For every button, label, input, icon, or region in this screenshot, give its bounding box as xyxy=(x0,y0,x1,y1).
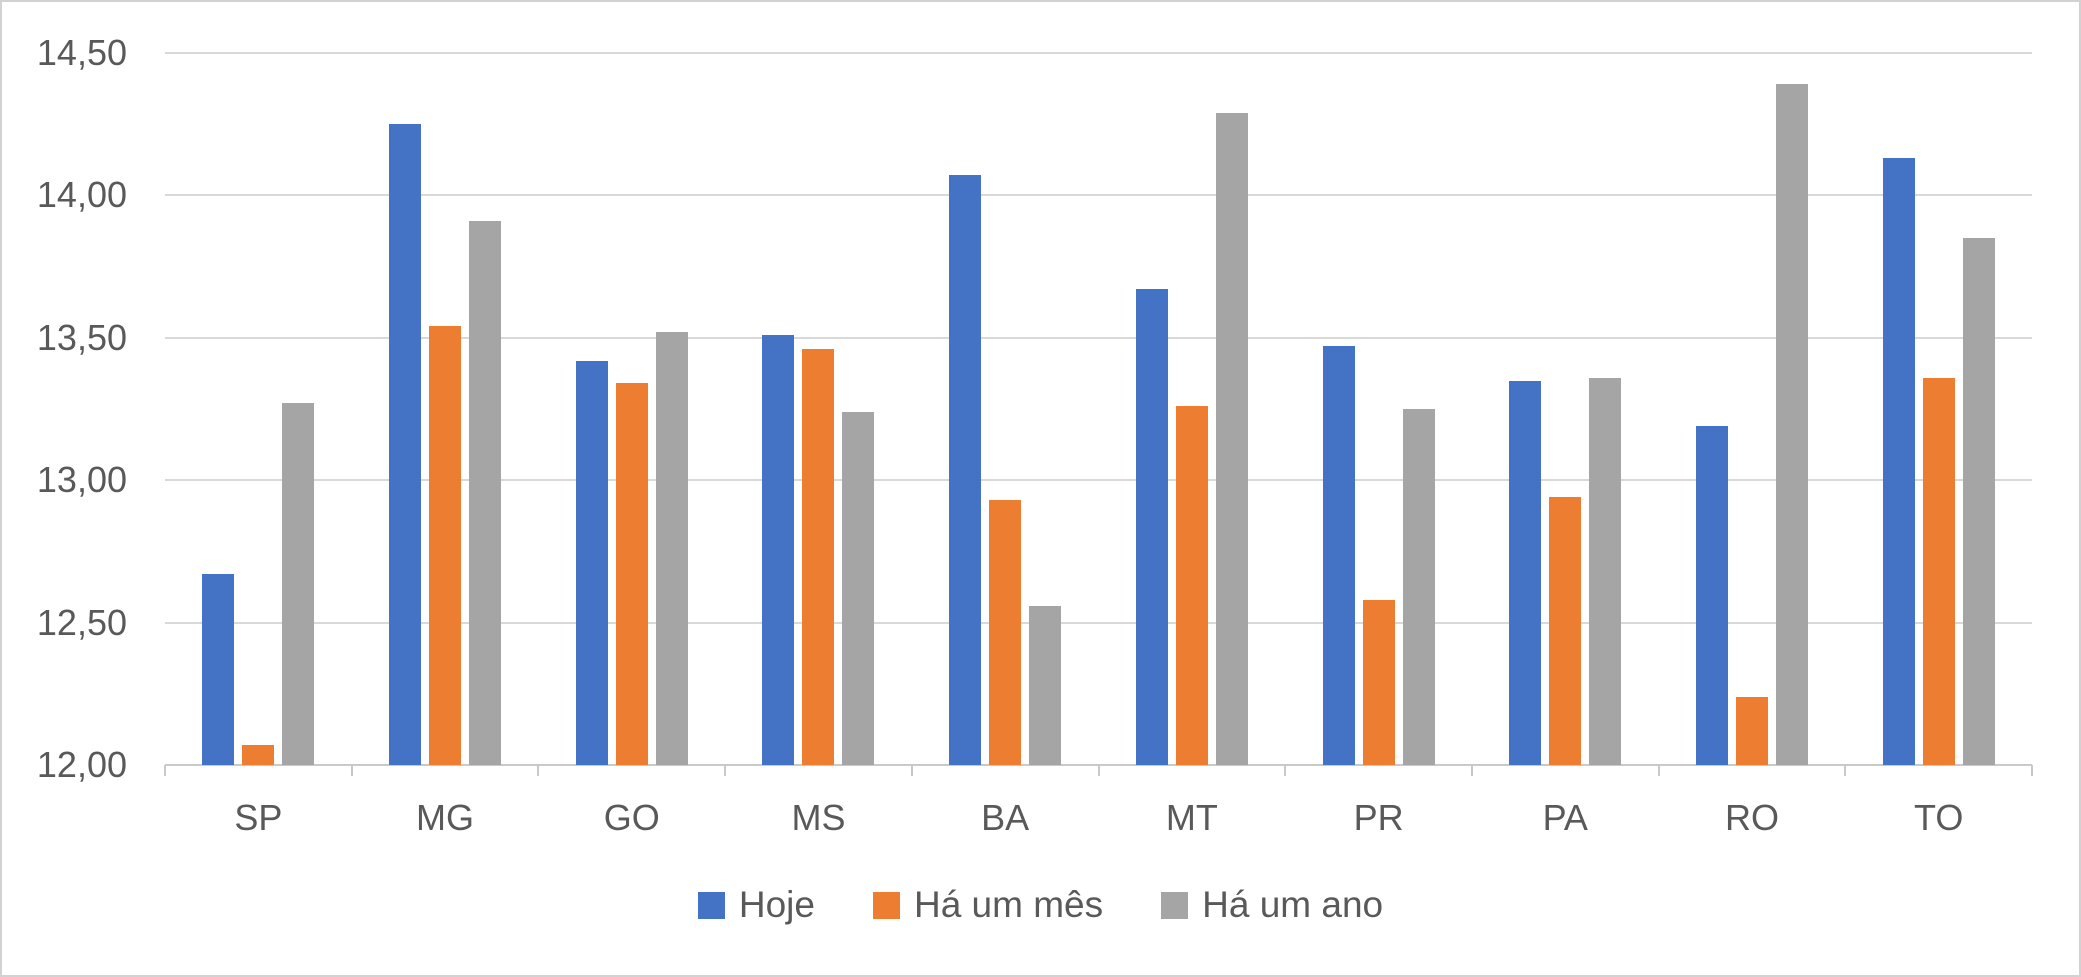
bar-mg-series-0 xyxy=(389,124,422,765)
x-axis-label-mt: MT xyxy=(1165,797,1218,838)
bar-group-ms xyxy=(725,53,912,765)
x-axis-tick-mark xyxy=(1470,765,1473,776)
bar-group-go xyxy=(538,53,725,765)
bar-mg-series-2 xyxy=(469,221,502,765)
bar-mg-series-1 xyxy=(429,326,462,765)
gridline xyxy=(165,52,2032,54)
bar-group-mt xyxy=(1099,53,1286,765)
legend-item-2: Há um ano xyxy=(1161,884,1383,926)
x-axis-label-pa: PA xyxy=(1542,797,1588,838)
legend-label: Há um ano xyxy=(1202,884,1384,925)
x-axis-label-ba: BA xyxy=(981,797,1030,838)
x-axis-tick-mark xyxy=(2031,765,2033,776)
x-axis-tick-mark xyxy=(537,765,540,776)
bar-go-series-2 xyxy=(655,332,688,765)
legend-item-1: Há um mês xyxy=(872,884,1104,926)
gridline xyxy=(165,479,2032,482)
bar-group-ro xyxy=(1659,53,1846,765)
bar-group-to xyxy=(1845,53,2032,765)
gridline xyxy=(165,336,2032,339)
legend-label: Há um mês xyxy=(913,884,1104,925)
bar-group-pa xyxy=(1472,53,1659,765)
bar-go-series-0 xyxy=(575,360,608,765)
legend-swatch-icon xyxy=(1161,891,1189,919)
x-axis-tick-mark xyxy=(1097,765,1100,776)
x-axis-tick-mark xyxy=(350,765,353,776)
x-axis-label-mg: MG xyxy=(416,797,475,838)
bar-pr-series-1 xyxy=(1362,599,1395,765)
bar-ba-series-1 xyxy=(989,500,1022,765)
y-axis-tick-label: 12,00 xyxy=(36,744,127,785)
x-axis-tick-mark xyxy=(1657,765,1660,776)
legend: Hoje Há um mês Há um ano xyxy=(2,884,2079,926)
bar-to-series-2 xyxy=(1962,238,1995,765)
bar-group-mg xyxy=(352,53,539,765)
bar-group-pr xyxy=(1285,53,1472,765)
bar-sp-series-1 xyxy=(242,745,275,765)
x-axis-label-ro: RO xyxy=(1724,797,1779,838)
bar-to-series-0 xyxy=(1882,158,1915,765)
bar-ba-series-2 xyxy=(1029,605,1062,765)
x-axis-label-pr: PR xyxy=(1353,797,1404,838)
bar-ms-series-0 xyxy=(762,334,795,765)
legend-label: Hoje xyxy=(738,884,815,925)
x-axis-tick-mark xyxy=(910,765,913,776)
y-axis-tick-label: 14,00 xyxy=(36,174,127,216)
bar-pr-series-2 xyxy=(1402,409,1435,765)
y-axis-tick-label: 12,50 xyxy=(36,601,127,643)
y-axis-tick-label: 14,50 xyxy=(36,32,127,73)
legend-swatch-icon xyxy=(697,891,725,919)
gridline xyxy=(165,621,2032,624)
bar-group-ba xyxy=(912,53,1099,765)
plot-area xyxy=(164,52,2033,776)
bar-go-series-1 xyxy=(615,383,648,765)
y-axis-tick-label: 13,50 xyxy=(36,316,127,358)
y-axis-tick-label: 13,00 xyxy=(36,459,127,501)
y-axis: 14,50 14,00 13,50 13,00 12,50 12,00 xyxy=(2,32,127,785)
bar-pr-series-0 xyxy=(1322,346,1355,765)
bar-pa-series-1 xyxy=(1549,497,1582,765)
bar-pa-series-2 xyxy=(1589,377,1622,765)
x-axis-tick-mark xyxy=(1284,765,1287,776)
bar-ro-series-2 xyxy=(1775,84,1808,765)
legend-item-0: Hoje xyxy=(697,884,815,926)
bar-ms-series-1 xyxy=(802,349,835,765)
bar-groups xyxy=(165,53,2032,765)
bar-mt-series-2 xyxy=(1215,112,1248,765)
x-axis-label-go: GO xyxy=(603,797,660,838)
x-axis-labels: SP MG GO MS BA MT PR PA RO TO xyxy=(165,797,2032,839)
bar-sp-series-0 xyxy=(202,574,235,765)
x-axis-tick-mark xyxy=(164,765,166,776)
x-axis-tick-mark xyxy=(1844,765,1847,776)
bar-ro-series-0 xyxy=(1695,426,1728,765)
bar-mt-series-0 xyxy=(1135,289,1168,765)
gridline xyxy=(165,194,2032,197)
bar-sp-series-2 xyxy=(282,403,315,765)
bar-pa-series-0 xyxy=(1509,380,1542,765)
bar-to-series-1 xyxy=(1922,377,1955,765)
x-axis-label-ms: MS xyxy=(791,797,846,838)
legend-swatch-icon xyxy=(872,891,900,919)
bar-group-sp xyxy=(165,53,352,765)
bar-ro-series-1 xyxy=(1735,696,1768,765)
x-axis-tick-mark xyxy=(724,765,727,776)
bar-mt-series-1 xyxy=(1175,406,1208,765)
bar-ms-series-2 xyxy=(842,411,875,765)
bar-ba-series-0 xyxy=(949,175,982,765)
x-axis-label-to: TO xyxy=(1914,797,1964,838)
x-axis-label-sp: SP xyxy=(234,797,283,838)
